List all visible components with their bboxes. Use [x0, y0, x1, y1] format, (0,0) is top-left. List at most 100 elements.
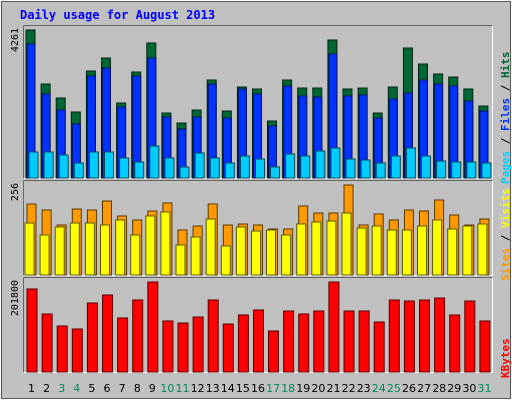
bar-sites-day-26: [401, 229, 412, 276]
bar-pages-day-18: [285, 153, 296, 179]
bar-kbytes-day-12: [192, 316, 204, 373]
series-axis-label: Pages / Files / Hits: [499, 52, 512, 185]
x-tick-label-day-1: 1: [28, 382, 35, 395]
bar-pages-day-17: [270, 166, 280, 179]
bar-kbytes-day-10: [162, 320, 174, 373]
bar-pages-day-4: [73, 162, 84, 179]
bar-sites-day-31: [477, 223, 488, 276]
bar-kbytes-day-20: [313, 310, 325, 373]
bar-sites-day-20: [311, 221, 322, 276]
bar-kbytes-day-15: [237, 314, 249, 373]
bar-pages-day-25: [390, 155, 401, 179]
label-pages: Pages: [499, 151, 512, 184]
x-tick-label-day-24: 24: [372, 382, 386, 395]
bar-sites-day-27: [417, 225, 427, 276]
bar-pages-day-8: [134, 161, 145, 179]
x-tick-label-day-20: 20: [311, 382, 325, 395]
bar-pages-day-7: [119, 157, 130, 179]
bar-pages-day-21: [330, 147, 341, 179]
bar-kbytes-day-27: [419, 299, 430, 373]
bar-kbytes-day-26: [403, 300, 415, 373]
bar-kbytes-day-7: [117, 317, 129, 373]
label-kbytes: KBytes: [499, 338, 512, 378]
bar-pages-day-22: [345, 158, 356, 179]
bar-sites-day-1: [24, 222, 35, 276]
bar-kbytes-day-13: [207, 299, 219, 373]
bar-pages-day-27: [421, 155, 431, 179]
bar-sites-day-25: [386, 229, 397, 276]
bar-sites-day-9: [145, 215, 156, 276]
bar-sites-day-8: [130, 234, 141, 276]
x-tick-label-day-29: 29: [447, 382, 461, 395]
bar-kbytes-day-6: [102, 294, 113, 373]
bar-kbytes-day-2: [41, 313, 53, 373]
x-tick-label-day-5: 5: [88, 382, 95, 395]
label-sites: Sites: [499, 248, 512, 281]
label-visits: Visits: [499, 188, 512, 228]
bar-sites-day-12: [190, 236, 201, 276]
bar-sites-day-30: [462, 225, 473, 276]
label- /: /: [499, 78, 512, 98]
x-tick-label-day-17: 17: [266, 382, 280, 395]
bar-pages-day-15: [239, 155, 250, 179]
bar-sites-day-14: [220, 245, 231, 276]
bar-kbytes-day-28: [434, 297, 446, 373]
bar-kbytes-day-19: [298, 313, 310, 373]
bar-kbytes-day-31: [479, 320, 491, 373]
bar-pages-day-29: [451, 161, 462, 179]
x-tick-label-day-12: 12: [191, 382, 205, 395]
bar-pages-day-30: [466, 161, 477, 179]
bar-kbytes-day-1: [26, 288, 38, 373]
x-tick-label-day-6: 6: [104, 382, 111, 395]
panel-3: 201800 KBytes: [10, 277, 512, 378]
y-max-label: 201800: [10, 280, 21, 316]
bar-pages-day-24: [375, 162, 386, 179]
bar-pages-day-11: [179, 166, 190, 179]
bar-sites-day-24: [371, 225, 382, 276]
y-max-label: 256: [10, 183, 21, 201]
x-tick-label-day-28: 28: [432, 382, 446, 395]
x-tick-label-day-14: 14: [221, 382, 235, 395]
bar-pages-day-23: [360, 159, 371, 179]
bar-pages-day-2: [43, 151, 54, 179]
bar-kbytes-day-30: [464, 300, 476, 373]
x-tick-label-day-23: 23: [357, 382, 371, 395]
bar-sites-day-18: [281, 234, 292, 276]
bar-pages-day-20: [315, 150, 326, 179]
bar-pages-day-31: [481, 162, 492, 179]
label-hits: Hits: [499, 52, 512, 79]
bar-pages-day-19: [300, 155, 311, 179]
bar-sites-day-28: [432, 219, 443, 276]
bar-pages-day-6: [104, 151, 114, 179]
bar-pages-day-26: [405, 147, 416, 179]
x-tick-label-day-26: 26: [402, 382, 416, 395]
bar-sites-day-16: [251, 230, 261, 276]
bar-pages-day-10: [164, 157, 175, 179]
bar-sites-day-10: [160, 211, 171, 276]
bar-sites-day-22: [341, 212, 352, 276]
x-tick-label-day-31: 31: [478, 382, 492, 395]
bar-kbytes-day-5: [86, 302, 98, 373]
series-axis-label: KBytes: [499, 338, 512, 378]
label- /: /: [499, 131, 512, 151]
x-tick-label-day-2: 2: [43, 382, 50, 395]
x-tick-label-day-25: 25: [387, 382, 401, 395]
x-tick-label-day-3: 3: [58, 382, 65, 395]
x-tick-label-day-18: 18: [281, 382, 295, 395]
bar-sites-day-17: [266, 229, 276, 276]
x-tick-label-day-19: 19: [296, 382, 310, 395]
label-files: Files: [499, 98, 512, 131]
bar-kbytes-day-17: [268, 330, 279, 373]
bar-kbytes-day-23: [358, 310, 370, 373]
x-tick-label-day-10: 10: [160, 382, 174, 395]
bar-sites-day-3: [54, 226, 65, 276]
bar-sites-day-19: [296, 223, 307, 276]
bar-sites-day-21: [326, 220, 337, 276]
x-tick-label-day-9: 9: [149, 382, 156, 395]
bar-sites-day-4: [69, 222, 80, 276]
bar-kbytes-day-29: [449, 314, 461, 373]
bar-pages-day-13: [209, 157, 220, 179]
bar-kbytes-day-22: [343, 310, 355, 373]
